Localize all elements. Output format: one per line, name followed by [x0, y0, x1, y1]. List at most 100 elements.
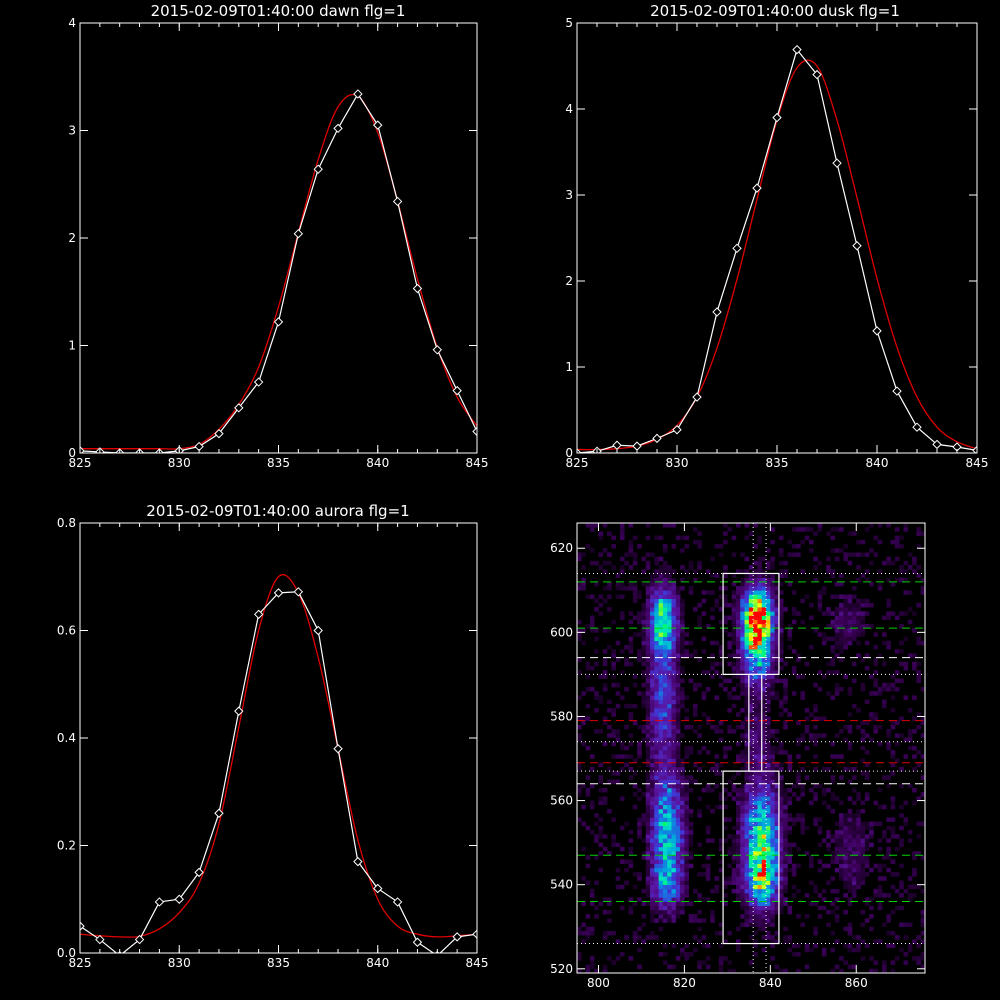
heatmap-cell: [632, 792, 638, 797]
heatmap-cell: [791, 619, 797, 625]
heatmap-cell: [834, 628, 840, 633]
heatmap-cell: [757, 888, 763, 894]
heatmap-cell: [907, 922, 913, 928]
heatmap-cell: [671, 720, 677, 726]
heatmap-cell: [851, 703, 857, 709]
heatmap-cell: [667, 737, 672, 742]
heatmap-cell: [761, 720, 767, 726]
heatmap-cell: [658, 741, 664, 747]
heatmap-cell: [744, 838, 750, 843]
x-tick-label: 825: [566, 456, 589, 470]
heatmap-cell: [740, 813, 745, 818]
heatmap-cell: [770, 539, 775, 545]
heatmap-cell: [847, 594, 853, 600]
heatmap-cell: [731, 611, 737, 616]
heatmap-cell: [753, 842, 758, 848]
heatmap-cell: [654, 817, 659, 822]
heatmap-cell: [735, 834, 741, 839]
heatmap-cell: [809, 880, 814, 885]
heatmap-cell: [598, 800, 604, 806]
heatmap-cell: [735, 758, 741, 764]
heatmap-cell: [847, 926, 853, 932]
heatmap-cell: [667, 787, 672, 793]
heatmap-cell: [800, 619, 806, 625]
heatmap-cell: [890, 539, 896, 545]
heatmap-cell: [723, 602, 728, 608]
heatmap-cell: [710, 808, 715, 814]
heatmap-cell: [662, 859, 668, 864]
heatmap-cell: [611, 535, 616, 541]
heatmap-cell: [680, 665, 685, 671]
heatmap-cell: [774, 787, 780, 793]
heatmap-cell: [903, 817, 909, 822]
heatmap-cell: [735, 619, 741, 625]
heatmap-cell: [851, 935, 857, 940]
heatmap-cell: [628, 863, 634, 869]
heatmap-cell: [860, 825, 866, 831]
heatmap-cell: [851, 552, 857, 557]
heatmap-cell: [577, 817, 582, 822]
heatmap-cell: [710, 640, 715, 646]
heatmap-cell: [693, 712, 698, 717]
heatmap-cell: [628, 733, 634, 738]
heatmap-cell: [662, 842, 668, 848]
heatmap-cell: [667, 825, 672, 831]
heatmap-cell: [654, 897, 659, 902]
heatmap-cell: [654, 661, 659, 667]
heatmap-cell: [723, 687, 728, 692]
heatmap-cell: [783, 607, 788, 612]
heatmap-cell: [611, 834, 616, 839]
heatmap-cell: [748, 649, 754, 654]
heatmap-cell: [851, 838, 857, 843]
heatmap-cell: [650, 598, 655, 604]
heatmap-cell: [658, 846, 664, 852]
heatmap-cell: [602, 649, 608, 654]
heatmap-cell: [766, 808, 771, 814]
heatmap-cell: [753, 708, 758, 713]
heatmap-cell: [740, 691, 745, 696]
heatmap-cell: [770, 682, 775, 688]
heatmap-cell: [710, 590, 715, 595]
heatmap-cell: [860, 909, 866, 915]
heatmap-cell: [658, 775, 664, 780]
heatmap-cell: [770, 754, 775, 759]
heatmap-cell: [637, 691, 642, 696]
x-tick-label: 845: [966, 456, 989, 470]
heatmap-cell: [735, 943, 741, 949]
heatmap-cell: [667, 909, 672, 915]
heatmap-cell: [770, 876, 775, 881]
heatmap-cell: [744, 741, 750, 747]
heatmap-cell: [890, 796, 896, 801]
heatmap-cell: [744, 783, 750, 789]
heatmap-cell: [916, 712, 922, 717]
heatmap-cell: [731, 590, 737, 595]
heatmap-cell: [830, 930, 836, 936]
heatmap-cell: [761, 846, 767, 852]
heatmap-cell: [774, 796, 780, 801]
heatmap-cell: [641, 636, 647, 642]
heatmap-cell: [778, 607, 784, 612]
heatmap-cell: [770, 922, 775, 928]
heatmap-cell: [675, 691, 681, 696]
heatmap-cell: [787, 939, 793, 944]
heatmap-cell: [654, 876, 659, 881]
heatmap-cell: [894, 888, 900, 894]
heatmap-cell: [688, 808, 694, 814]
heatmap-cell: [607, 766, 612, 772]
heatmap-cell: [598, 775, 604, 780]
heatmap-cell: [920, 754, 926, 759]
heatmap-cell: [851, 619, 857, 625]
heatmap-cell: [761, 804, 767, 810]
heatmap-cell: [847, 724, 853, 730]
heatmap-cell: [675, 893, 681, 898]
heatmap-cell: [766, 880, 771, 885]
heatmap-cell: [735, 947, 741, 953]
heatmap-cell: [667, 682, 672, 688]
heatmap-cell: [589, 623, 595, 629]
heatmap-cell: [594, 914, 599, 919]
heatmap-cell: [650, 771, 655, 776]
heatmap-cell: [740, 674, 745, 679]
heatmap-cell: [796, 653, 801, 658]
heatmap-cell: [701, 787, 707, 793]
heatmap-cell: [697, 813, 702, 818]
